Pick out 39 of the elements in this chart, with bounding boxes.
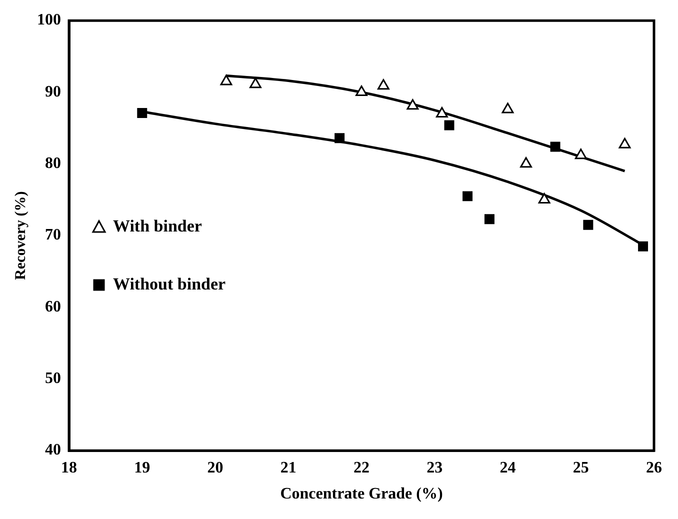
x-tick-label: 19	[134, 459, 150, 476]
y-tick-label: 50	[45, 370, 61, 388]
point	[462, 191, 473, 202]
x-tick-label: 22	[354, 459, 370, 476]
point	[334, 133, 345, 144]
point	[550, 142, 560, 152]
legend-label: Without binder	[113, 274, 226, 294]
point	[406, 99, 419, 110]
point	[618, 138, 631, 148]
x-tick-label: 25	[572, 459, 589, 476]
x-tick-label: 21	[280, 459, 296, 476]
point	[356, 86, 368, 96]
legend-label: With binder	[113, 216, 202, 236]
x-tick-label: 20	[207, 459, 224, 476]
y-axis-title: Recovery (%)	[12, 191, 29, 280]
point	[377, 79, 390, 90]
point	[538, 193, 550, 204]
point	[137, 108, 148, 118]
point	[502, 102, 514, 114]
x-tick-label: 18	[61, 459, 77, 476]
point	[484, 214, 494, 224]
y-tick-label: 40	[45, 442, 61, 459]
point	[436, 107, 448, 118]
point	[444, 120, 454, 130]
y-tick-label: 80	[45, 155, 61, 172]
x-tick-label: 23	[426, 459, 443, 476]
point	[520, 157, 532, 168]
x-axis-title: Concentrate Grade (%)	[280, 486, 443, 503]
y-tick-label: 100	[37, 12, 61, 29]
point	[250, 78, 262, 88]
y-tick-label: 60	[45, 298, 61, 316]
point	[638, 241, 648, 252]
point	[220, 74, 232, 86]
point	[583, 220, 594, 230]
point	[574, 148, 587, 160]
x-tick-label: 24	[500, 459, 516, 476]
y-tick-label: 90	[45, 83, 61, 100]
x-tick-label: 26	[646, 459, 662, 476]
y-tick-label: 70	[45, 226, 61, 244]
